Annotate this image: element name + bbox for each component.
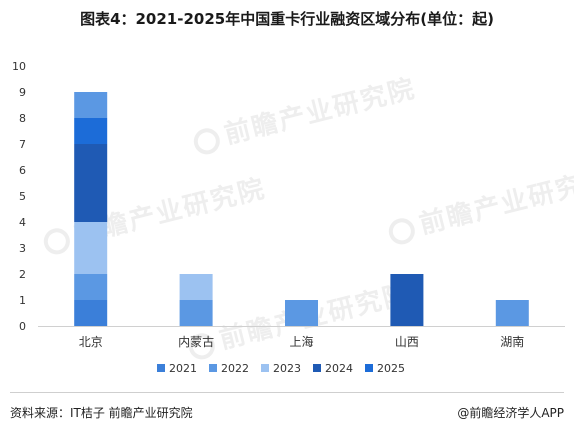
legend-swatch bbox=[209, 364, 217, 372]
legend-swatch bbox=[261, 364, 269, 372]
y-tick-label: 7 bbox=[19, 138, 26, 151]
x-tick-label: 上海 bbox=[289, 334, 313, 349]
chart-title: 图表4：2021-2025年中国重卡行业融资区域分布(单位：起) bbox=[80, 10, 494, 28]
legend-label: 2021 bbox=[169, 362, 197, 375]
y-tick-label: 2 bbox=[19, 268, 26, 281]
x-tick-label: 山西 bbox=[395, 335, 419, 349]
y-tick-label: 4 bbox=[19, 216, 26, 229]
legend-label: 2023 bbox=[273, 362, 301, 375]
footer: 资料来源：IT桔子 前瞻产业研究院 @前瞻经济学人APP bbox=[0, 392, 574, 434]
bar-segment bbox=[74, 222, 108, 274]
bar-segment bbox=[495, 300, 529, 326]
legend-swatch bbox=[365, 364, 373, 372]
y-tick-label: 3 bbox=[19, 242, 26, 255]
x-tick-label: 北京 bbox=[79, 335, 103, 349]
y-tick-label: 1 bbox=[19, 294, 26, 307]
bar-segment bbox=[74, 118, 108, 144]
y-tick-label: 10 bbox=[12, 60, 26, 73]
footer-divider bbox=[10, 392, 564, 393]
legend-label: 2022 bbox=[221, 362, 249, 375]
bar-segment bbox=[390, 274, 424, 326]
brand-credit: @前瞻经济学人APP bbox=[457, 406, 564, 420]
bar-chart: 0 1 2 3 4 5 6 7 8 9 10 北京 内蒙古 上海 山西 湖南 2021 2022 2023 2024 2… bbox=[12, 60, 565, 375]
source-note: 资料来源：IT桔子 前瞻产业研究院 bbox=[10, 406, 193, 420]
bar-segment bbox=[74, 274, 108, 300]
legend-swatch bbox=[313, 364, 321, 372]
bar-segment bbox=[74, 144, 108, 222]
legend-label: 2024 bbox=[325, 362, 353, 375]
y-tick-label: 5 bbox=[19, 190, 26, 203]
legend-label: 2025 bbox=[377, 362, 405, 375]
y-tick-label: 0 bbox=[19, 320, 26, 333]
y-tick-label: 8 bbox=[19, 112, 26, 125]
y-tick-label: 9 bbox=[19, 86, 26, 99]
x-tick-label: 内蒙古 bbox=[178, 334, 214, 349]
bar-segment bbox=[179, 274, 213, 300]
bar-segment bbox=[179, 300, 213, 326]
bar-segment bbox=[74, 92, 108, 118]
bar-segment bbox=[74, 300, 108, 326]
legend-swatch bbox=[157, 364, 165, 372]
bar-segment bbox=[285, 300, 318, 326]
x-tick-label: 湖南 bbox=[500, 334, 524, 349]
y-tick-label: 6 bbox=[19, 164, 26, 177]
